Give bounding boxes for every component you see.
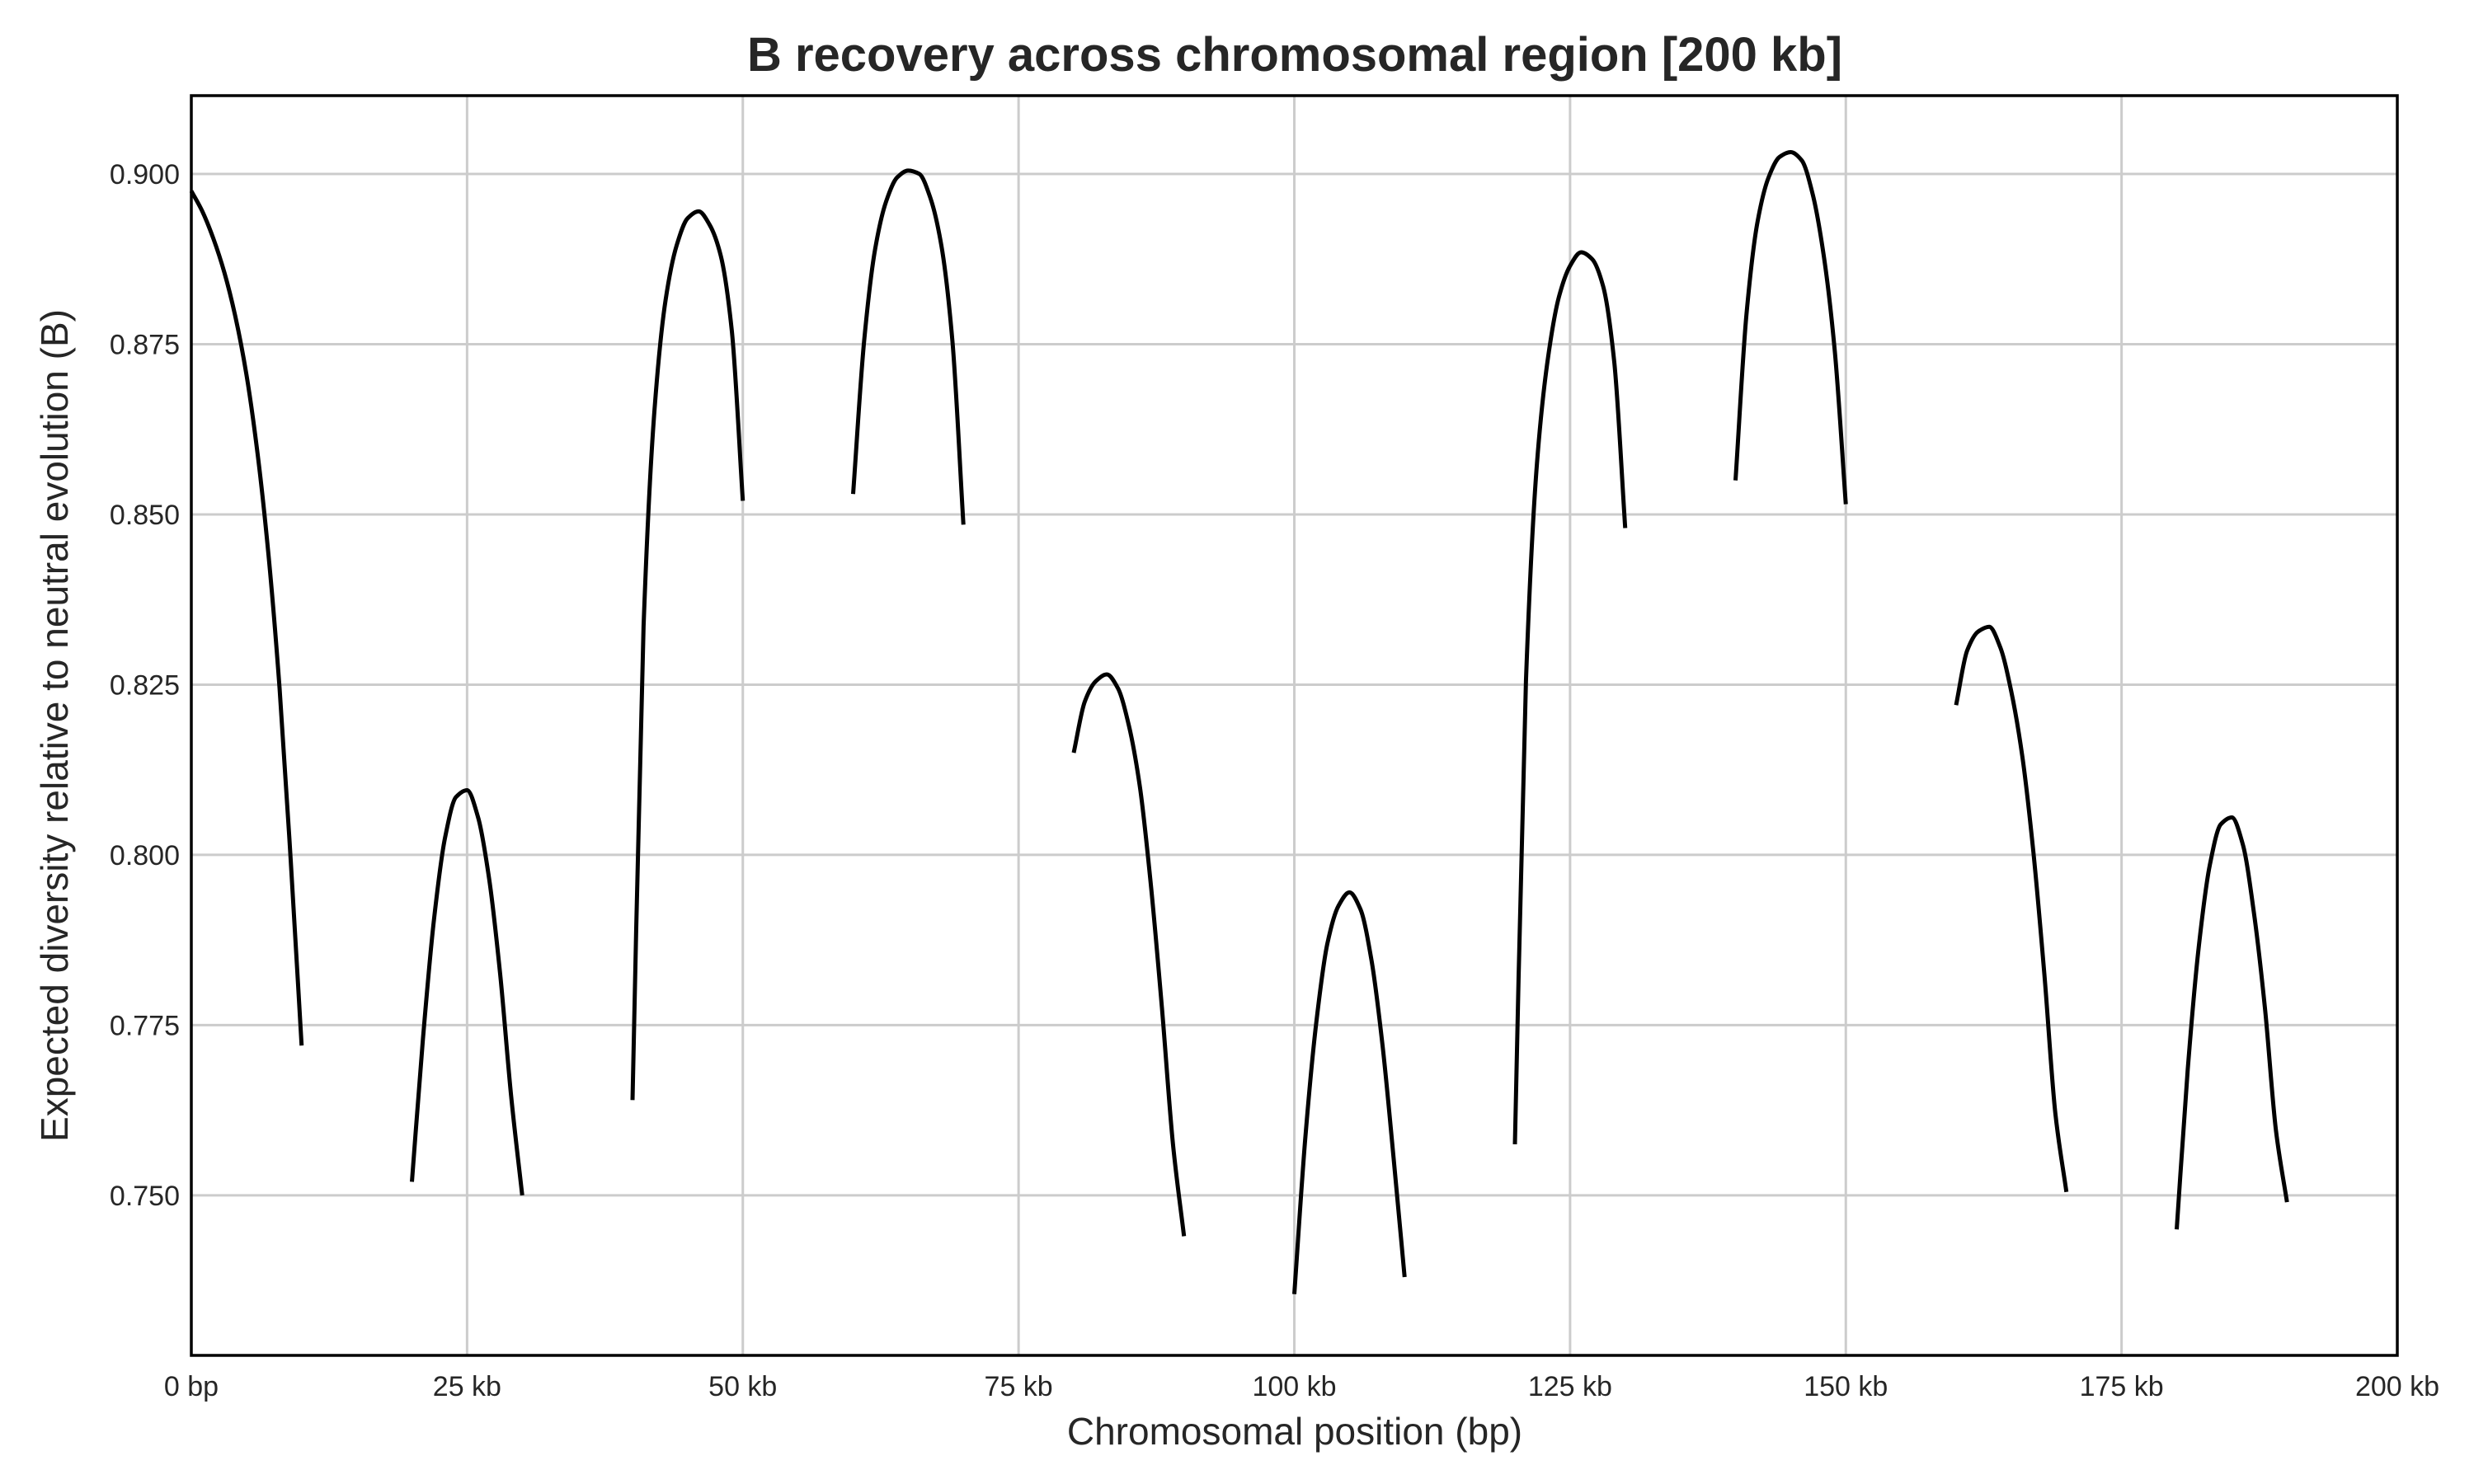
line-segment-10 — [2175, 815, 2289, 1230]
line-segment-1 — [189, 190, 304, 1046]
y-tick-label: 0.775 — [110, 1010, 180, 1041]
line-segment-7 — [1512, 250, 1628, 1145]
y-tick-label: 0.875 — [110, 329, 180, 360]
plot-frame — [190, 94, 2399, 1357]
x-tick-label: 25 kb — [433, 1371, 501, 1402]
line-segment-3 — [630, 209, 745, 1101]
x-tick-label: 125 kb — [1528, 1371, 1612, 1402]
y-tick-label: 0.750 — [110, 1181, 180, 1212]
y-tick-label: 0.900 — [110, 159, 180, 190]
x-tick-label: 200 kb — [2355, 1371, 2439, 1402]
y-axis-ticks: 0.750 0.775 0.800 0.825 0.850 0.875 0.900 — [110, 159, 180, 1212]
y-tick-label: 0.850 — [110, 500, 180, 531]
y-tick-label: 0.825 — [110, 669, 180, 701]
y-axis-label: Expected diversity relative to neutral e… — [33, 309, 76, 1142]
x-tick-label: 0 bp — [164, 1371, 219, 1402]
data-series — [189, 150, 2289, 1294]
gridlines — [190, 96, 2399, 1355]
chart-title: B recovery across chromosomal region [20… — [747, 28, 1842, 82]
x-tick-label: 75 kb — [985, 1371, 1053, 1402]
line-segment-8 — [1733, 150, 1848, 505]
x-axis-ticks: 0 bp 25 kb 50 kb 75 kb 100 kb 125 kb 150 kb 175… — [164, 1371, 2439, 1402]
line-segment-2 — [410, 787, 524, 1196]
x-tick-label: 150 kb — [1804, 1371, 1888, 1402]
x-tick-label: 175 kb — [2080, 1371, 2164, 1402]
line-segment-9 — [1954, 624, 2069, 1193]
line-segment-6 — [1292, 890, 1407, 1294]
x-tick-label: 50 kb — [708, 1371, 777, 1402]
x-tick-label: 100 kb — [1252, 1371, 1336, 1402]
y-tick-label: 0.800 — [110, 840, 180, 871]
x-axis-label: Chromosomal position (bp) — [1067, 1410, 1522, 1453]
line-segment-4 — [851, 168, 966, 525]
line-segment-5 — [1071, 672, 1187, 1237]
